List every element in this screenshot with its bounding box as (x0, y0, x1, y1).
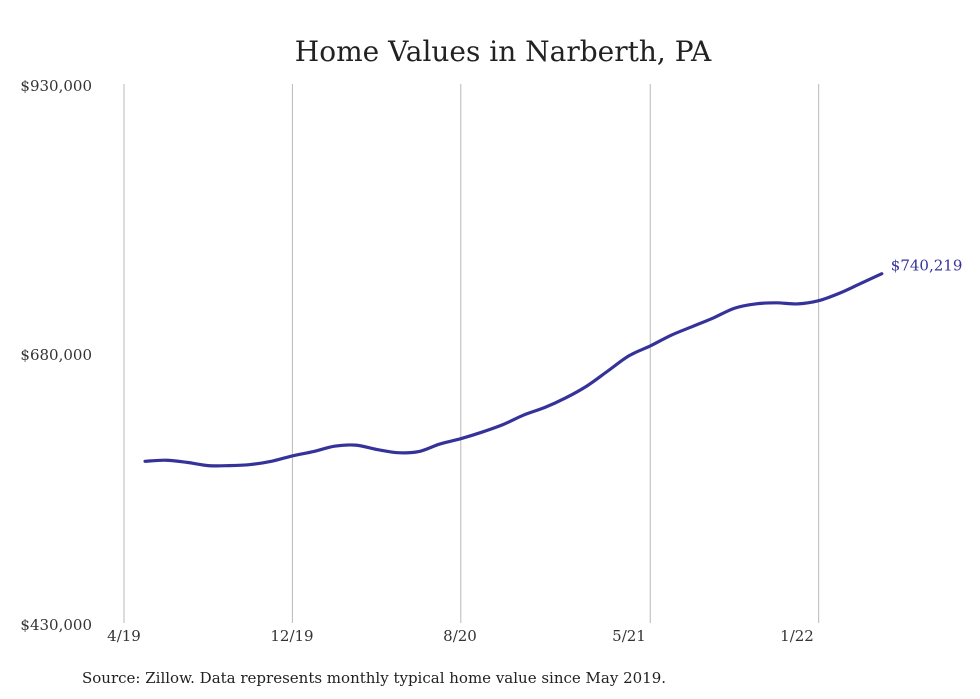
end-value-label: $740,219 (891, 257, 963, 275)
x-tick-label: 4/19 (107, 627, 141, 645)
x-tick-label: 8/20 (443, 627, 477, 645)
chart-title: Home Values in Narberth, PA (295, 35, 712, 68)
x-tick-label: 12/19 (270, 627, 313, 645)
source-note: Source: Zillow. Data represents monthly … (82, 669, 666, 687)
vertical-gridlines (123, 84, 820, 623)
y-tick-label: $680,000 (20, 346, 92, 364)
x-tick-label: 5/21 (612, 627, 646, 645)
y-tick-label: $930,000 (20, 77, 92, 95)
x-axis-ticks: 4/19 12/19 8/20 5/21 1/22 (107, 627, 814, 645)
y-tick-label: $430,000 (20, 616, 92, 634)
series-line (143, 272, 884, 468)
x-tick-label: 1/22 (780, 627, 814, 645)
